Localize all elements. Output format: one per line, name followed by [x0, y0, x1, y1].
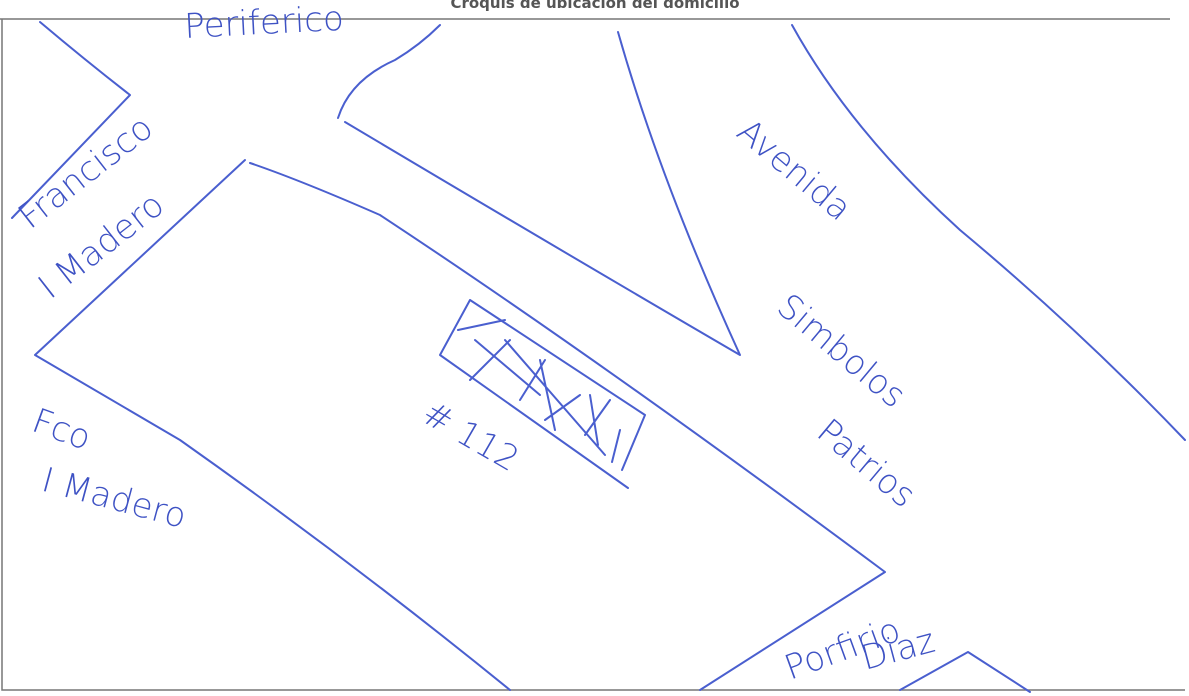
background [0, 0, 1189, 696]
map-sketch: Croquis de ubicación del domicilio Perif… [0, 0, 1189, 696]
title: Croquis de ubicación del domicilio [450, 0, 739, 12]
